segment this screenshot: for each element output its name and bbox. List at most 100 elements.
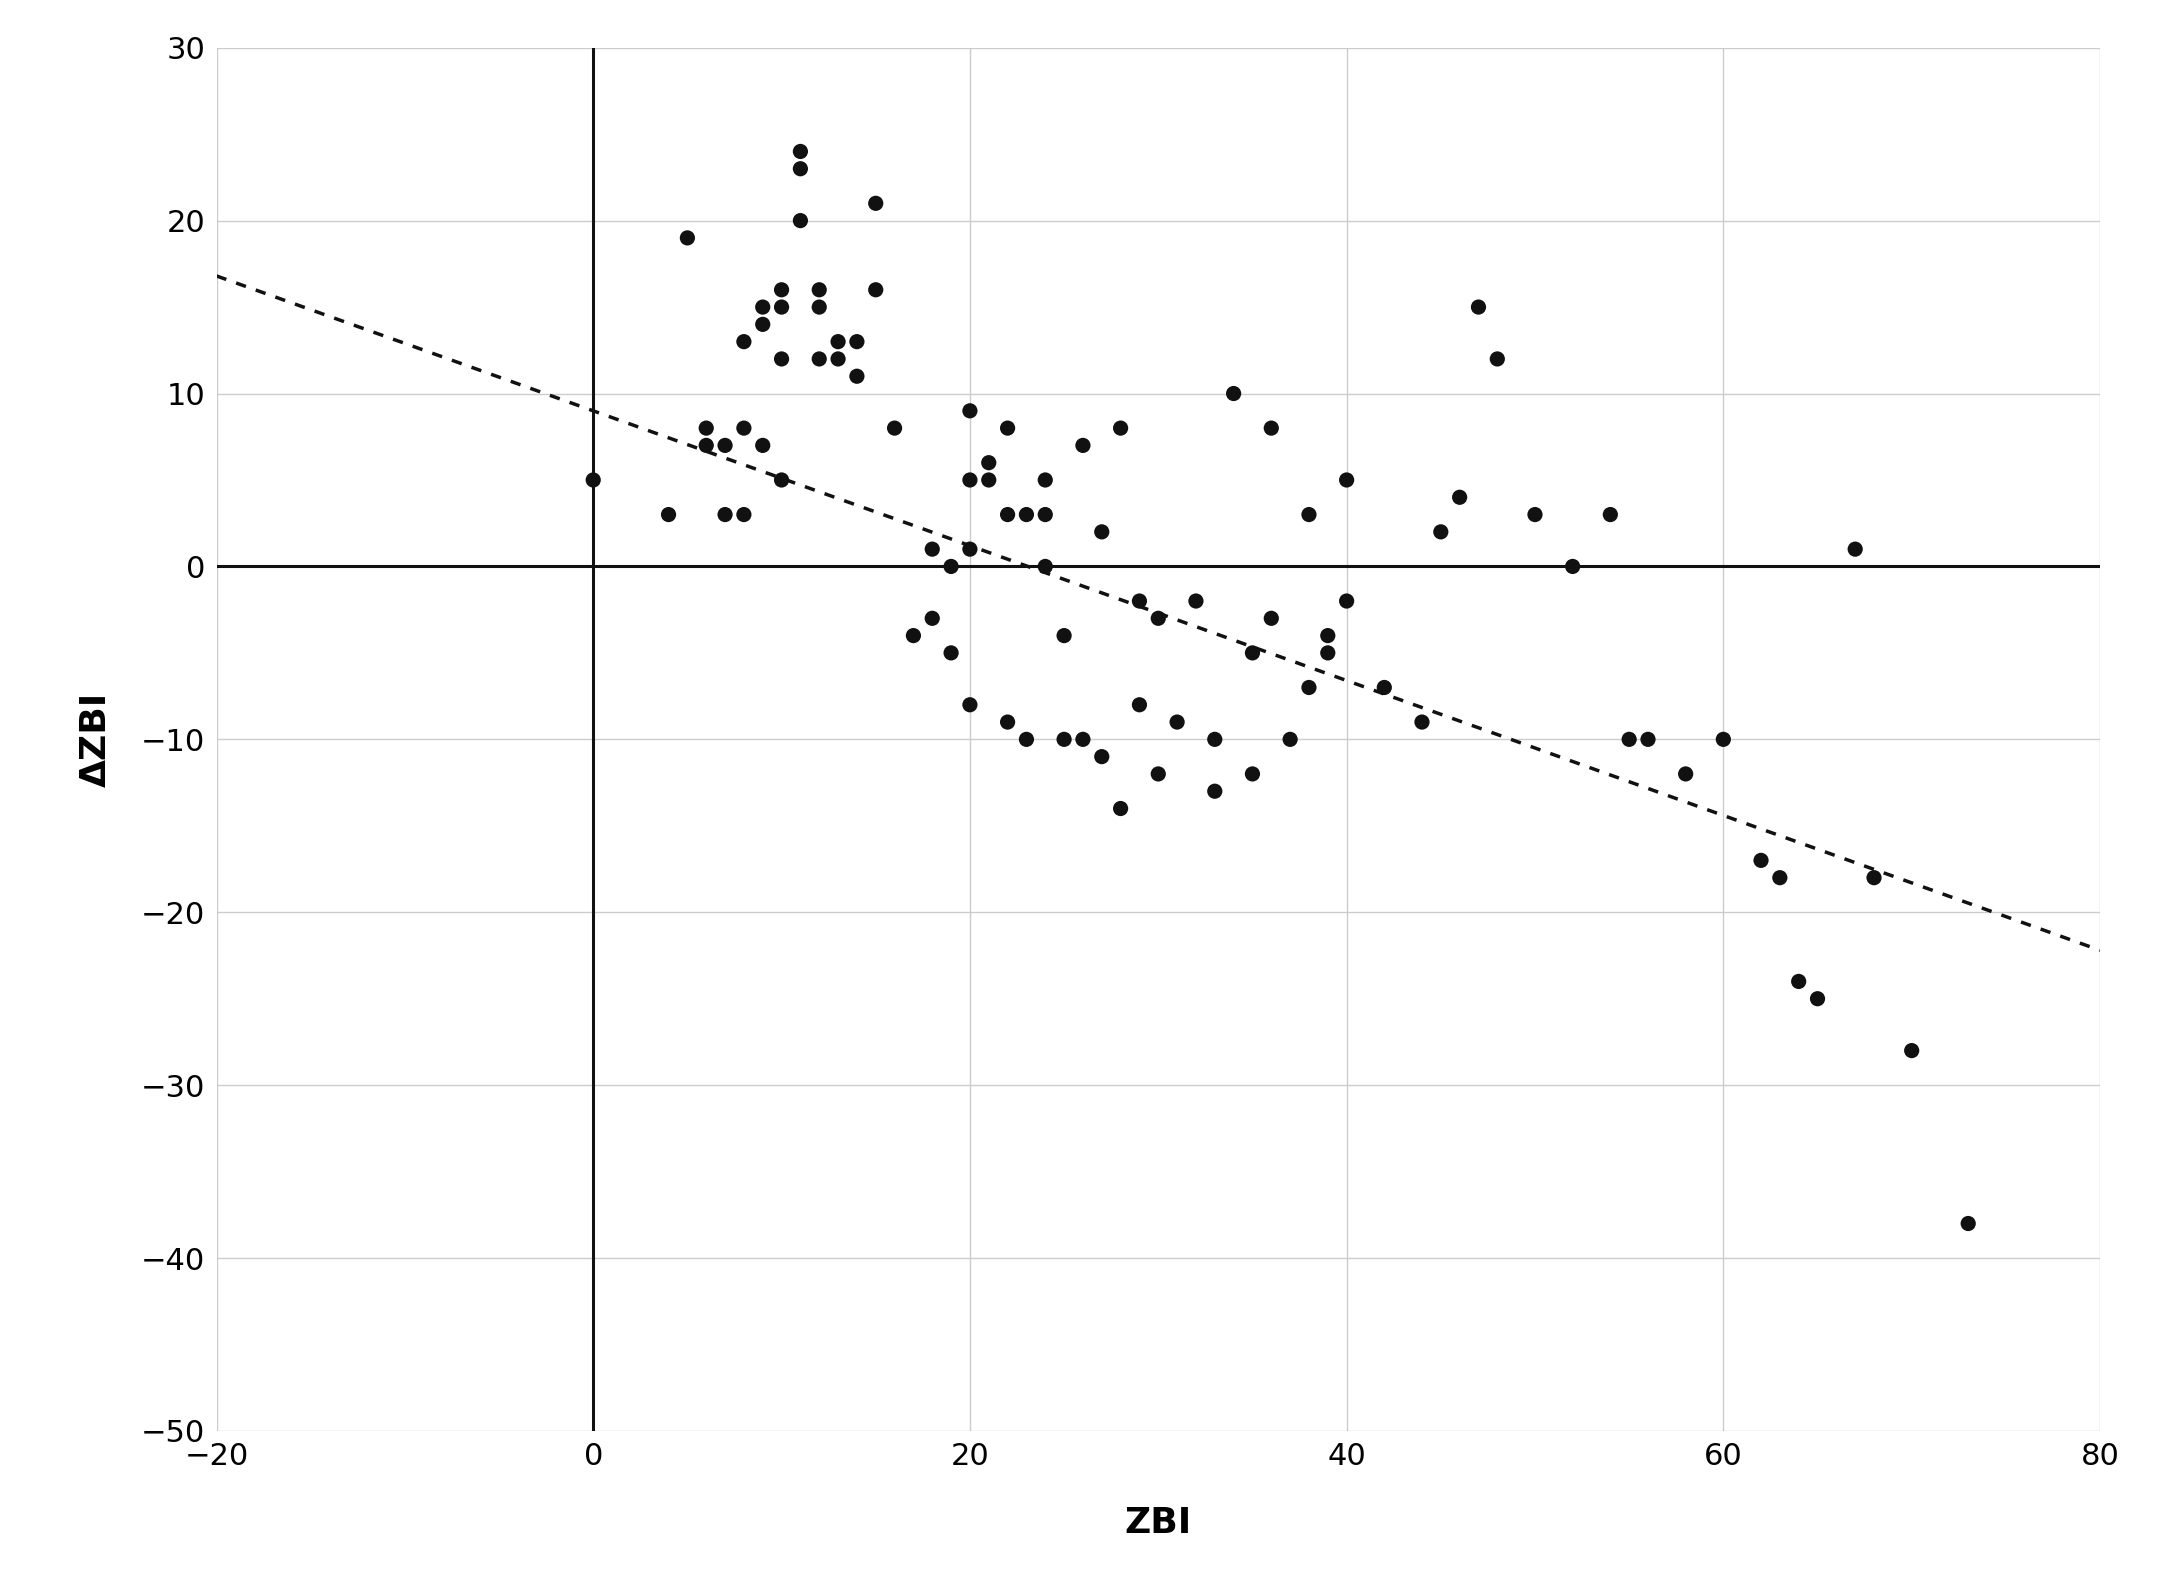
Point <box>1554 553 1589 579</box>
Point <box>1782 968 1816 994</box>
Point <box>989 709 1024 735</box>
Point <box>1065 432 1100 458</box>
Point <box>1046 623 1080 649</box>
Point <box>784 138 818 164</box>
Point <box>1085 518 1119 544</box>
Point <box>1104 415 1139 440</box>
Point <box>764 347 799 372</box>
Point <box>1197 727 1232 752</box>
Point <box>916 536 950 561</box>
Point <box>1894 1038 1929 1064</box>
Point <box>1593 502 1628 528</box>
Point <box>576 467 611 493</box>
Point <box>708 432 743 458</box>
Point <box>896 623 931 649</box>
Point <box>1366 674 1401 700</box>
Point <box>745 294 779 320</box>
Point <box>1481 347 1516 372</box>
Point <box>784 156 818 181</box>
Point <box>840 364 875 390</box>
Point <box>1293 674 1327 700</box>
Point <box>821 329 855 355</box>
Point <box>1234 641 1269 666</box>
Point <box>1009 727 1044 752</box>
Point <box>1799 986 1834 1011</box>
Point <box>1160 709 1195 735</box>
Point <box>801 347 836 372</box>
Point <box>1104 795 1139 820</box>
Point <box>652 502 686 528</box>
Point <box>1329 588 1364 614</box>
Point <box>1121 692 1156 717</box>
Point <box>953 398 987 423</box>
Point <box>1442 485 1477 510</box>
Y-axis label: ΔZBI: ΔZBI <box>80 692 113 787</box>
Point <box>708 502 743 528</box>
Point <box>972 450 1007 475</box>
Point <box>1706 727 1741 752</box>
Point <box>1310 623 1344 649</box>
Point <box>1028 467 1063 493</box>
Point <box>877 415 911 440</box>
Point <box>1630 727 1665 752</box>
Point <box>1254 415 1288 440</box>
Point <box>1273 727 1308 752</box>
Point <box>688 415 723 440</box>
Point <box>1951 1212 1985 1237</box>
Point <box>857 277 892 302</box>
Point <box>727 415 762 440</box>
Point <box>1065 727 1100 752</box>
Point <box>1217 382 1251 407</box>
Point <box>801 277 836 302</box>
X-axis label: ZBI: ZBI <box>1124 1506 1193 1539</box>
Point <box>1425 518 1459 544</box>
Point <box>688 432 723 458</box>
Point <box>1085 744 1119 770</box>
Point <box>1669 762 1704 787</box>
Point <box>727 502 762 528</box>
Point <box>1046 727 1080 752</box>
Point <box>989 415 1024 440</box>
Point <box>1141 762 1176 787</box>
Point <box>764 294 799 320</box>
Point <box>916 606 950 631</box>
Point <box>1254 606 1288 631</box>
Point <box>1611 727 1645 752</box>
Point <box>933 553 968 579</box>
Point <box>1293 502 1327 528</box>
Point <box>1009 502 1044 528</box>
Point <box>953 692 987 717</box>
Point <box>1762 865 1797 890</box>
Point <box>764 277 799 302</box>
Point <box>727 329 762 355</box>
Point <box>1141 606 1176 631</box>
Point <box>1518 502 1552 528</box>
Point <box>953 467 987 493</box>
Point <box>745 432 779 458</box>
Point <box>784 208 818 234</box>
Point <box>1743 847 1777 873</box>
Point <box>1461 294 1496 320</box>
Point <box>1028 553 1063 579</box>
Point <box>1858 865 1892 890</box>
Point <box>671 226 706 251</box>
Point <box>1405 709 1440 735</box>
Point <box>801 294 836 320</box>
Point <box>1178 588 1212 614</box>
Point <box>1197 779 1232 805</box>
Point <box>933 641 968 666</box>
Point <box>1838 536 1873 561</box>
Point <box>1028 502 1063 528</box>
Point <box>745 312 779 337</box>
Point <box>972 467 1007 493</box>
Point <box>953 536 987 561</box>
Point <box>1121 588 1156 614</box>
Point <box>1310 641 1344 666</box>
Point <box>989 502 1024 528</box>
Point <box>840 329 875 355</box>
Point <box>764 467 799 493</box>
Point <box>821 347 855 372</box>
Point <box>857 191 892 216</box>
Point <box>1329 467 1364 493</box>
Point <box>1234 762 1269 787</box>
